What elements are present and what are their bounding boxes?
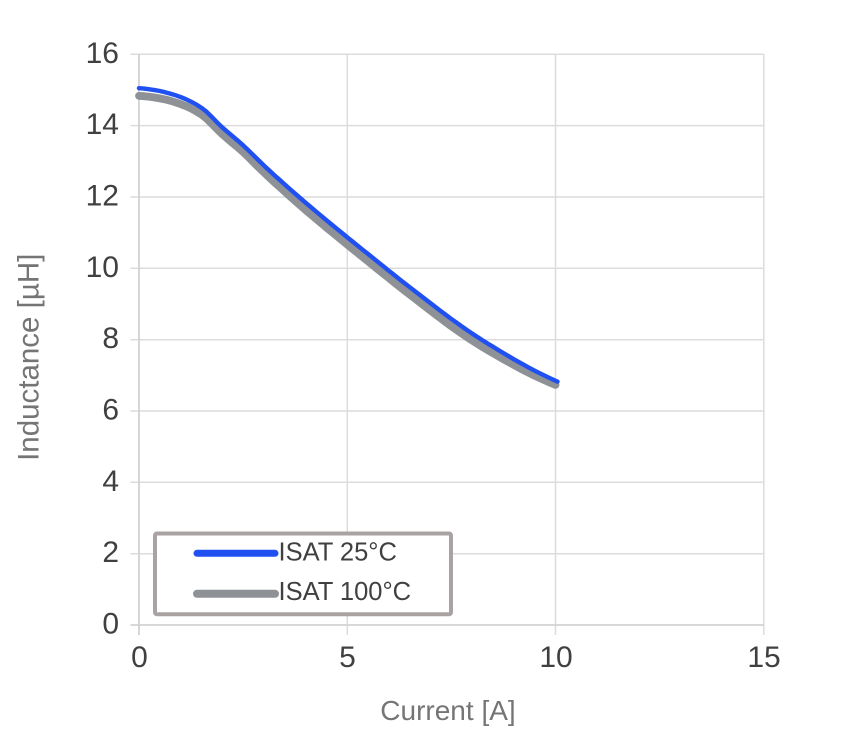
svg-text:8: 8 — [102, 322, 119, 355]
svg-text:16: 16 — [86, 37, 119, 70]
svg-text:2: 2 — [102, 536, 119, 569]
svg-text:Inductance [µH]: Inductance [µH] — [12, 254, 45, 461]
svg-text:5: 5 — [339, 641, 356, 674]
svg-text:12: 12 — [86, 180, 119, 213]
svg-text:0: 0 — [102, 608, 119, 641]
svg-text:10: 10 — [539, 641, 572, 674]
svg-text:10: 10 — [86, 251, 119, 284]
svg-text:4: 4 — [102, 465, 119, 498]
svg-text:15: 15 — [747, 641, 780, 674]
svg-text:ISAT 100°C: ISAT 100°C — [279, 578, 412, 606]
svg-text:0: 0 — [131, 641, 148, 674]
svg-text:Current [A]: Current [A] — [380, 695, 515, 726]
svg-text:ISAT 25°C: ISAT 25°C — [279, 539, 397, 567]
svg-text:6: 6 — [102, 394, 119, 427]
svg-text:14: 14 — [86, 108, 119, 141]
